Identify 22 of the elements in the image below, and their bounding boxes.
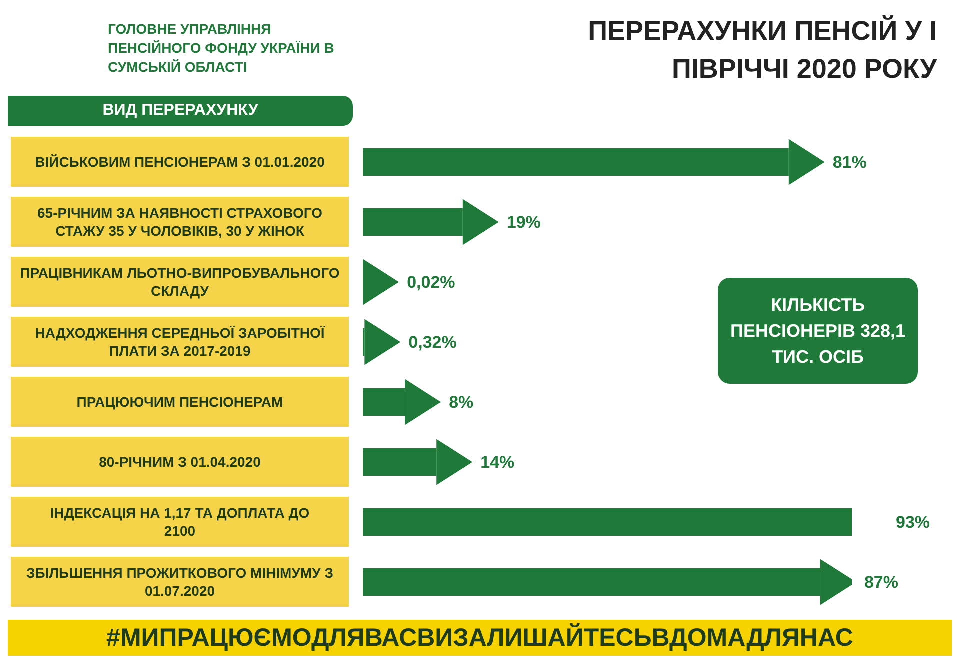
y-tick-label: НАДХОДЖЕННЯ СЕРЕДНЬОЇ ЗАРОБІТНОЇ ПЛАТИ ЗА 2017-2019 [35,325,326,359]
data-label: 19% [506,213,541,232]
y-tick-label: ЗБІЛЬШЕННЯ ПРОЖИТКОВОГО МІНІМУМУ З 01.07.2020 [26,565,334,599]
bar [363,508,852,536]
data-label: 0,32% [408,333,457,352]
y-tick-label: ПРАЦЮЮЧИМ ПЕНСІОНЕРАМ [76,394,284,410]
data-label: 93% [896,513,930,532]
data-label: 14% [480,453,515,472]
chart-title: ПЕРЕРАХУНКИ ПЕНСІЙ У І ПІВРІЧЧІ 2020 РОКУ [587,14,937,86]
y-tick-label: ВІЙСЬКОВИМ ПЕНСІОНЕРАМ З 01.01.2020 [35,154,326,170]
text: ГОЛОВНЕ УПРАВЛІННЯ ПЕНСІЙНОГО ФОНДУ УКРАЇНИ В СУМСЬКІЙ ОБЛАСТІ [108,20,336,77]
data-label: 8% [449,393,474,412]
data-label: 87% [864,573,898,592]
y-tick-label: ІНДЕКСАЦІЯ НА 1,17 ТА ДОПЛАТА ДО 2100 [50,505,310,539]
y-tick-label: 80-РІЧНИМ З 01.04.2020 [99,454,262,470]
y-tick-label: 65-РІЧНИМ ЗА НАЯВНОСТІ СТРАХОВОГО СТАЖУ 35 У ЧОЛОВІКІВ, 30 У ЖІНОК [38,205,323,239]
y-axis-title: ВИД ПЕРЕРАХУНКУ [8,96,353,126]
annotation: КІЛЬКІСТЬ ПЕНСІОНЕРІВ 328,1 ТИС. ОСІБ [718,278,918,384]
data-label: 0,02% [407,273,456,292]
data-label: 81% [832,153,867,172]
y-tick-label: ПРАЦІВНИКАМ ЛЬОТНО-ВИПРОБУВАЛЬНОГО СКЛАДУ [20,265,340,299]
text: #МИПРАЦЮЄМОДЛЯВАСВИЗАЛИШАЙТЕСЬВДОМАДЛЯНАС [8,620,952,656]
